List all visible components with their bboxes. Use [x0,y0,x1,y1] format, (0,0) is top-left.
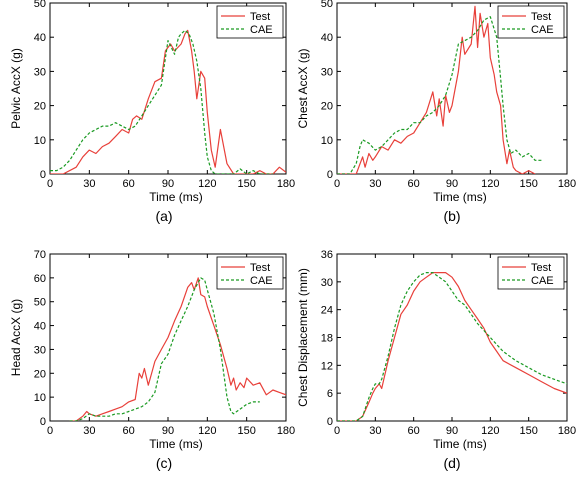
y-axis-label: Chest Displacement (mm) [296,268,310,407]
y-tick-label: 30 [321,277,333,289]
y-tick-label: 30 [34,344,46,356]
legend-label: Test [250,11,270,23]
y-tick-label: 0 [40,416,46,428]
legend-label: CAE [250,24,273,36]
x-tick-label: 180 [558,178,576,190]
x-tick-label: 150 [237,425,255,437]
y-tick-label: 40 [34,321,46,333]
panel-caption: (b) [443,208,460,224]
x-tick-label: 180 [277,425,295,437]
y-tick-label: 20 [34,368,46,380]
x-tick-label: 90 [446,178,458,190]
y-tick-label: 10 [321,135,333,147]
series-line-test [337,272,567,421]
y-tick-label: 40 [321,32,333,44]
series-line-test [69,277,286,421]
x-tick-label: 0 [47,178,53,190]
x-tick-label: 120 [481,178,499,190]
legend-box [216,5,284,39]
x-tick-label: 180 [277,178,295,190]
legend-label: CAE [250,275,273,287]
series-line-cae [50,29,273,174]
x-axis-label: Time (ms) [149,437,203,451]
x-tick-label: 90 [446,425,458,437]
chart-panel: 0 30 60 90 120 150 180 0 10 20 30 40 50 60 70 Time (ms)… [9,249,295,471]
series-line-cae [69,277,260,421]
y-tick-label: 50 [321,0,333,10]
x-tick-label: 150 [237,178,255,190]
x-tick-label: 90 [162,425,174,437]
x-tick-label: 60 [408,425,420,437]
y-tick-label: 30 [321,66,333,78]
chart-panel: 0 30 60 90 120 150 180 0 10 20 30 40 50 Time (ms) Pelv… [9,0,295,224]
y-axis-label: Head AccX (g) [9,299,23,376]
x-tick-label: 120 [198,178,216,190]
y-tick-label: 20 [321,101,333,113]
x-tick-label: 30 [369,178,381,190]
chart-panel: 0 30 60 90 120 150 180 0 10 20 30 40 50 Time (ms) Ches… [296,0,576,224]
legend-label: CAE [531,24,554,36]
legend-label: Test [531,11,551,23]
legend-label: CAE [531,275,554,287]
y-tick-label: 30 [34,66,46,78]
y-axis-label: Chest AccX (g) [296,48,310,128]
x-axis-label: Time (ms) [433,437,487,451]
x-tick-label: 0 [334,178,340,190]
panel-caption: (d) [443,455,460,471]
x-tick-label: 60 [408,178,420,190]
x-tick-label: 60 [123,178,135,190]
y-tick-label: 70 [34,249,46,261]
y-tick-label: 36 [321,249,333,261]
y-tick-label: 10 [34,392,46,404]
y-tick-label: 0 [40,169,46,181]
panel-caption: (c) [156,455,172,471]
legend-label: Test [531,262,551,274]
y-tick-label: 0 [327,169,333,181]
y-tick-label: 12 [321,360,333,372]
legend-box [497,256,565,290]
x-tick-label: 30 [83,178,95,190]
x-axis-label: Time (ms) [433,190,487,204]
y-tick-label: 18 [321,333,333,345]
legend-box [216,256,284,290]
series-line-cae [337,272,567,421]
panel-caption: (a) [155,208,172,224]
series-line-cae [337,16,542,174]
series-line-test [337,5,536,174]
x-tick-label: 30 [369,425,381,437]
x-tick-label: 0 [334,425,340,437]
y-tick-label: 50 [34,0,46,10]
y-tick-label: 6 [327,388,333,400]
x-tick-label: 120 [481,425,499,437]
y-tick-label: 60 [34,273,46,285]
y-tick-label: 50 [34,297,46,309]
x-tick-label: 150 [519,425,537,437]
legend-box [497,5,565,39]
x-tick-label: 0 [47,425,53,437]
x-tick-label: 120 [198,425,216,437]
legend-label: Test [250,262,270,274]
chart-panel: 0 30 60 90 120 150 180 0 6 12 18 24 30 36 Time (ms) Che… [296,249,576,471]
y-tick-label: 10 [34,135,46,147]
x-tick-label: 90 [162,178,174,190]
x-axis-label: Time (ms) [149,190,203,204]
y-axis-label: Pelvic AccX (g) [9,48,23,129]
y-tick-label: 0 [327,416,333,428]
series-line-test [50,29,286,174]
y-tick-label: 24 [321,305,333,317]
x-tick-label: 180 [558,425,576,437]
x-tick-label: 150 [519,178,537,190]
x-tick-label: 60 [123,425,135,437]
y-tick-label: 40 [34,32,46,44]
x-tick-label: 30 [83,425,95,437]
y-tick-label: 20 [34,101,46,113]
